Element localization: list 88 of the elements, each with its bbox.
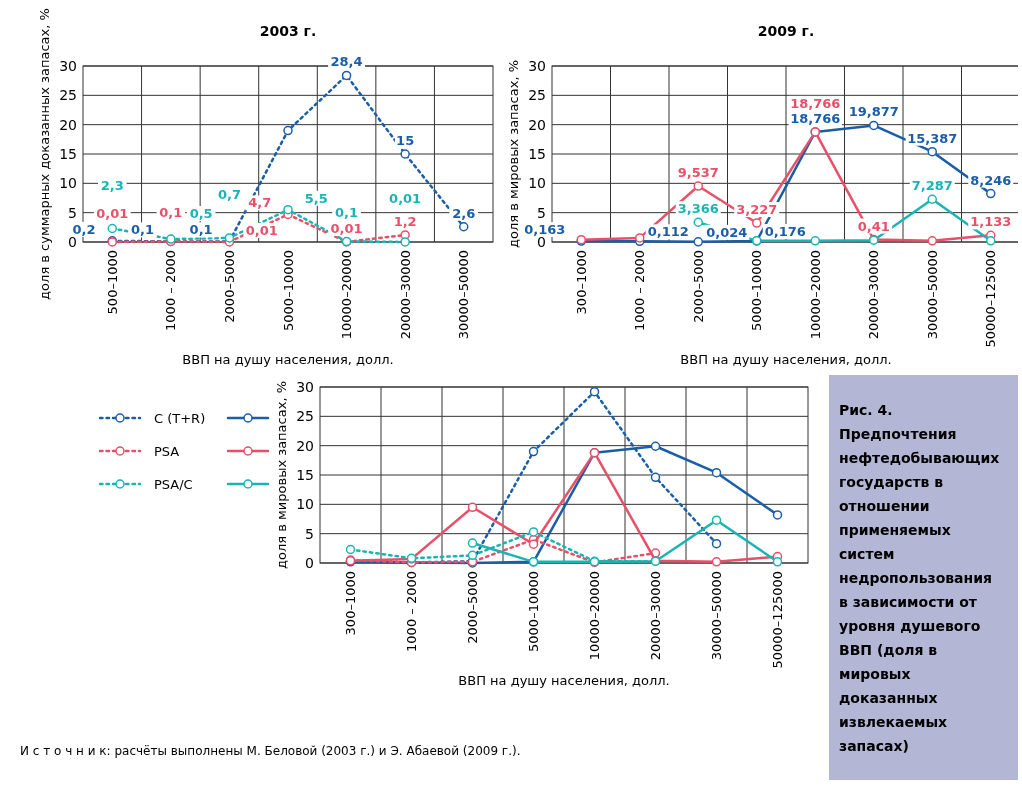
x-tick-label: 30000–50000 (456, 250, 472, 340)
data-label: 0,01 (245, 222, 278, 238)
y-tick-label: 10 (296, 496, 314, 513)
x-tick-label: 5000–10000 (749, 250, 765, 331)
x-axis-title: ВВП на душу населения, долл. (182, 352, 394, 367)
x-tick-label: 50000–125000 (770, 571, 786, 669)
x-tick-label: 20000–30000 (648, 571, 664, 661)
x-tick-label: 5000–10000 (526, 571, 542, 652)
x-axis-title: ВВП на душу населения, долл. (680, 352, 892, 367)
y-tick-label: 20 (59, 116, 77, 133)
data-label: 0,163 (524, 222, 566, 238)
y-axis-title: доля в мировых запасах, % (506, 60, 521, 248)
y-tick-label: 30 (296, 378, 314, 395)
data-label: 0,1 (131, 222, 155, 238)
x-tick-label: 20000–30000 (397, 250, 413, 340)
data-label: 1,2 (393, 213, 417, 229)
y-tick-label: 20 (528, 116, 546, 133)
y-tick-label: 10 (528, 175, 546, 192)
y-axis-title: доля в суммарных доказанных запасах, % (37, 8, 52, 300)
x-tick-label: 30000–50000 (709, 571, 725, 661)
x-tick-label: 10000–20000 (339, 250, 355, 340)
data-label: 1,133 (970, 214, 1012, 230)
data-label: 2,6 (452, 205, 476, 221)
y-tick-label: 25 (528, 87, 546, 104)
data-label: 3,227 (736, 202, 778, 218)
data-label: 0,176 (764, 223, 806, 239)
y-tick-label: 25 (59, 87, 77, 104)
x-tick-label: 30000–50000 (924, 250, 940, 340)
data-label: 0,5 (189, 206, 213, 222)
x-tick-label: 50000–125000 (983, 250, 999, 348)
legend-label: C (T+R) (154, 410, 206, 426)
y-tick-label: 5 (537, 204, 546, 221)
y-tick-label: 30 (59, 57, 77, 74)
data-label: 0,024 (706, 224, 748, 240)
data-label: 18,766 (790, 110, 841, 126)
y-axis-title: доля в мировых запасах, % (274, 381, 289, 569)
data-label: 8,246 (970, 172, 1012, 188)
legend-label: PSA/C (154, 476, 193, 492)
data-label: 0,1 (159, 205, 183, 221)
data-label: 15 (396, 133, 415, 148)
x-axis-title: ВВП на душу населения, долл. (458, 673, 670, 688)
chart-title: 2009 г. (757, 23, 815, 39)
data-label: 5,5 (304, 190, 328, 206)
data-label: 9,537 (677, 165, 719, 181)
text: И с т о ч н и к: расчёты выполнены М. Беловой (2003 г.) и Э. Абаевой (2009 г.). (20, 744, 521, 758)
x-tick-label: 300–1000 (573, 250, 589, 315)
y-tick-label: 10 (59, 175, 77, 192)
chart-title: Рис. 4. Предпочтения нефтедобывающих государств в отношении применяемых систем недропользования в зависимости от уровня душевого ВВП (доля в мировых доказанных извлекаемых запасах) (839, 402, 1000, 754)
data-label: 4,7 (248, 195, 272, 211)
y-tick-label: 15 (528, 145, 546, 162)
x-tick-label: 1000 – 2000 (632, 250, 648, 331)
y-tick-label: 15 (296, 466, 314, 483)
data-label: 3,366 (677, 201, 719, 217)
y-tick-label: 15 (59, 145, 77, 162)
data-label: 0,112 (647, 224, 689, 240)
data-label: 0,2 (72, 221, 96, 237)
x-tick-label: 500–1000 (104, 250, 120, 315)
x-tick-label: 2000–5000 (690, 250, 706, 323)
data-label: 0,1 (189, 222, 213, 238)
y-tick-label: 30 (528, 57, 546, 74)
x-tick-label: 20000–30000 (866, 250, 882, 340)
y-tick-label: 25 (296, 408, 314, 425)
data-label: 7,287 (911, 178, 953, 194)
data-label: 0,7 (217, 186, 241, 202)
chart-title: 2003 г. (259, 23, 317, 39)
data-label: 0,41 (857, 218, 890, 234)
data-label: 18,766 (790, 95, 841, 111)
x-tick-label: 1000 – 2000 (404, 571, 420, 652)
y-tick-label: 0 (305, 554, 314, 571)
data-label: 0,01 (330, 220, 363, 236)
data-label: 15,387 (907, 130, 958, 146)
x-tick-label: 2000–5000 (465, 571, 481, 644)
legend-label: PSA (154, 443, 180, 459)
y-tick-label: 5 (68, 204, 77, 221)
data-label: 0,01 (96, 205, 129, 221)
y-tick-label: 20 (296, 437, 314, 454)
x-tick-label: 10000–20000 (587, 571, 603, 661)
data-label: 19,877 (848, 104, 899, 120)
data-label: 28,4 (330, 54, 363, 70)
data-label: 2,3 (100, 177, 124, 193)
x-tick-label: 1000 – 2000 (163, 250, 179, 331)
y-tick-label: 5 (305, 525, 314, 542)
data-label: 0,01 (389, 190, 422, 206)
x-tick-label: 300–1000 (343, 571, 359, 636)
data-label: 0,1 (335, 205, 359, 221)
x-tick-label: 10000–20000 (807, 250, 823, 340)
x-tick-label: 2000–5000 (221, 250, 237, 323)
x-tick-label: 5000–10000 (280, 250, 296, 331)
